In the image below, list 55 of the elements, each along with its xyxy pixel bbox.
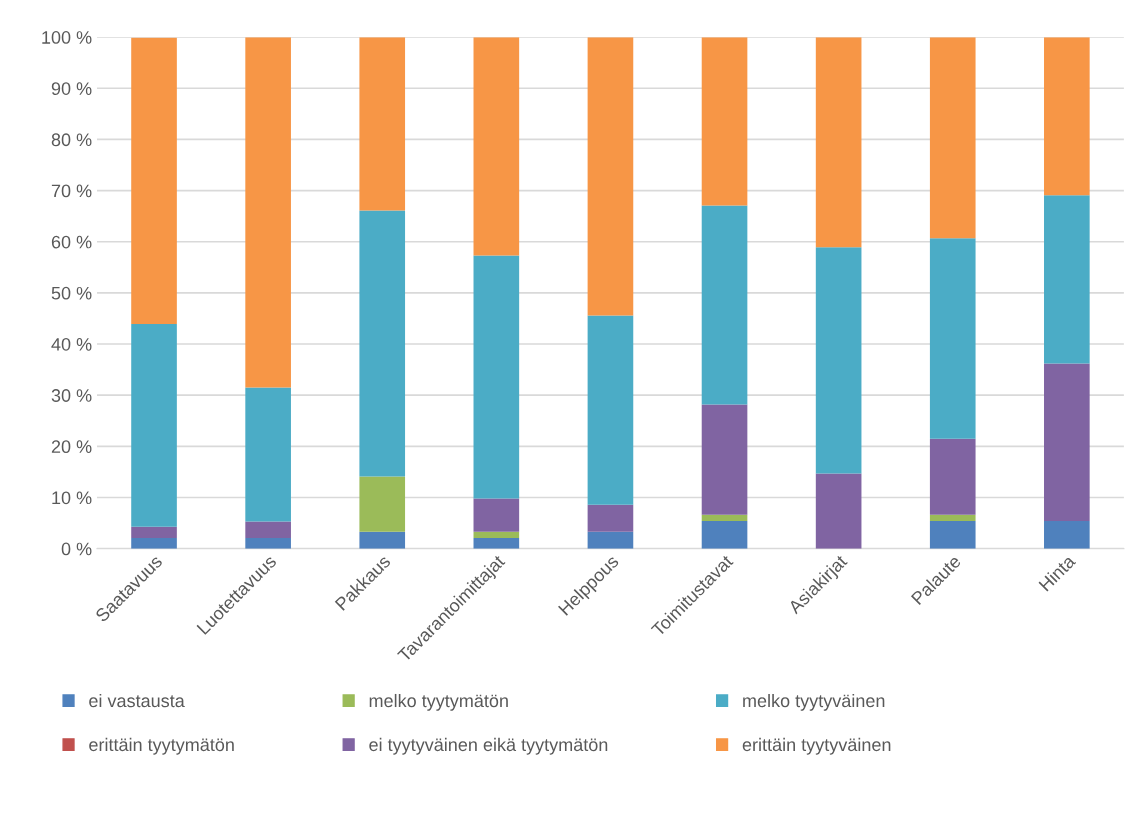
- bar: [131, 324, 177, 527]
- bar: [359, 531, 406, 549]
- bar: [473, 537, 520, 549]
- y-tick-label: 90 %: [51, 82, 92, 95]
- bar: [245, 387, 291, 522]
- y-tick-label: 100 %: [42, 31, 92, 44]
- legend-label: melko tyytymätön: [369, 693, 508, 711]
- y-tick-label: 40 %: [51, 337, 92, 351]
- y-tick-label: 30 %: [51, 389, 92, 402]
- bar: [131, 37, 177, 325]
- y-tick-label: 50 %: [51, 286, 92, 300]
- bar: [131, 526, 177, 538]
- bar: [929, 438, 976, 515]
- bar: [815, 247, 862, 474]
- legend-label: melko tyytyväinen: [743, 693, 885, 711]
- bar: [1044, 195, 1090, 364]
- bar: [587, 315, 634, 505]
- bar: [245, 537, 291, 549]
- bar: [359, 210, 406, 477]
- y-tick-label: 70 %: [51, 184, 92, 198]
- legend-label: erittäin tyytymätön: [89, 737, 234, 755]
- bar: [701, 521, 748, 549]
- legend-label: ei tyytyväinen eikä tyytymätön: [369, 737, 608, 755]
- bar: [929, 238, 976, 439]
- bar: [929, 37, 976, 239]
- bar: [245, 521, 291, 538]
- legend-label: ei vastausta: [89, 693, 185, 708]
- bar: [587, 531, 634, 549]
- bar: [1044, 37, 1090, 196]
- bar: [587, 37, 634, 316]
- bar: [815, 37, 862, 248]
- bar: [587, 504, 634, 532]
- bar: [359, 37, 406, 211]
- bar: [701, 514, 748, 521]
- bar: [473, 531, 520, 538]
- bar: [473, 255, 520, 499]
- y-tick-label: 20 %: [51, 440, 92, 454]
- bar: [473, 37, 520, 256]
- bar: [473, 498, 520, 532]
- y-tick-label: 80 %: [51, 133, 92, 147]
- bar: [701, 404, 748, 515]
- y-tick-label: 0 %: [61, 542, 92, 556]
- bar: [1044, 363, 1090, 521]
- bar: [929, 514, 976, 521]
- y-tick-label: 60 %: [51, 235, 92, 249]
- bar: [245, 37, 291, 388]
- y-tick-label: 10 %: [52, 491, 92, 505]
- bar: [701, 37, 748, 206]
- bar: [131, 537, 177, 549]
- bar: [815, 473, 862, 549]
- legend-label: erittäin tyytyväinen: [742, 737, 891, 755]
- bar: [701, 205, 748, 405]
- bar: [359, 476, 406, 532]
- bar: [929, 521, 976, 549]
- bar: [1044, 521, 1090, 549]
